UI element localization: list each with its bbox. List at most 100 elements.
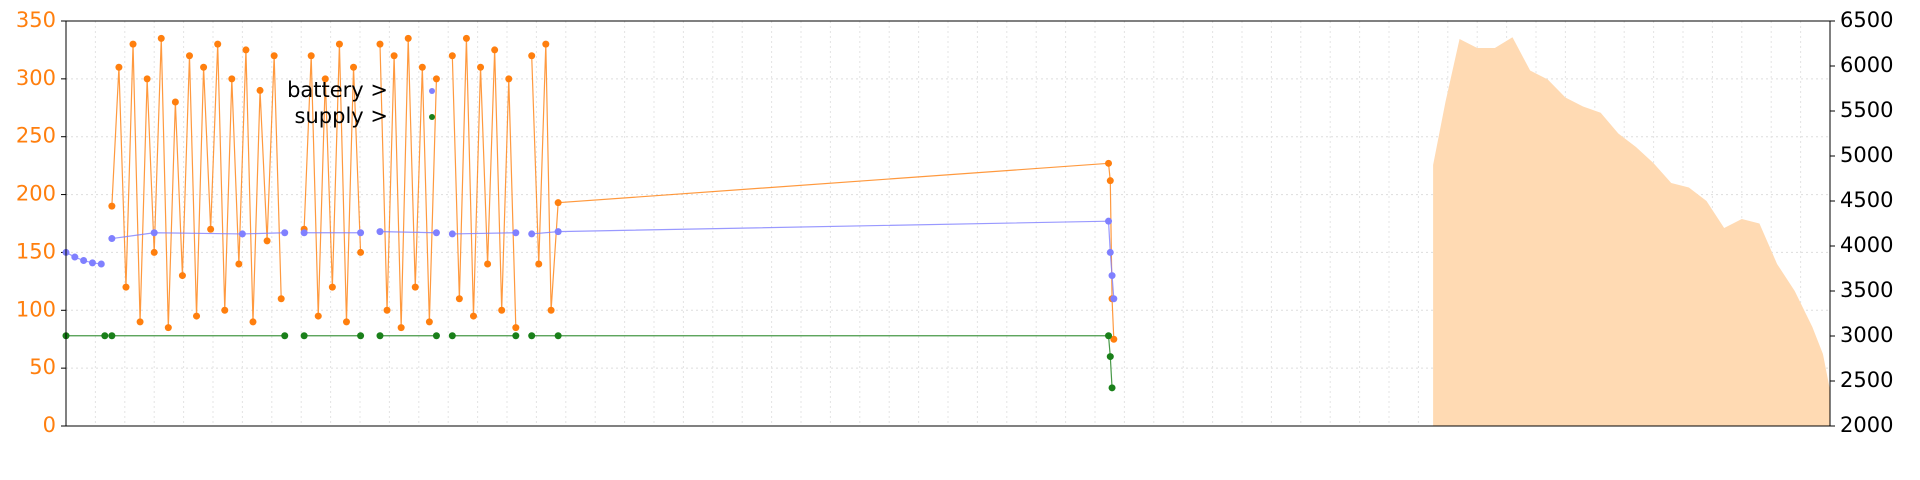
y-tick-label: 350 [16, 8, 56, 32]
point [277, 295, 285, 303]
point [80, 257, 88, 265]
point [462, 34, 470, 42]
point [281, 229, 289, 237]
point [498, 306, 506, 314]
point [528, 230, 536, 238]
point [350, 63, 358, 71]
point [1105, 159, 1113, 167]
y-tick-label: 250 [16, 124, 56, 148]
y2-tick-label: 4500 [1840, 188, 1893, 212]
point [281, 332, 289, 340]
point [136, 318, 144, 326]
series-line [111, 38, 1115, 340]
point [491, 46, 499, 54]
point [122, 283, 130, 291]
point [1108, 272, 1116, 280]
point [321, 75, 329, 83]
point [432, 229, 440, 237]
point [314, 312, 322, 320]
point [535, 260, 543, 268]
point [528, 332, 536, 340]
y2-tick-label: 6500 [1840, 8, 1893, 32]
point [307, 52, 315, 60]
y-tick-label: 50 [29, 355, 56, 379]
point [164, 324, 172, 332]
point [542, 40, 550, 48]
y-tick-label: 150 [16, 239, 56, 263]
point [448, 230, 456, 238]
point [505, 75, 513, 83]
point [425, 318, 433, 326]
point [328, 283, 336, 291]
point [1105, 332, 1113, 340]
point [1106, 177, 1114, 185]
point [115, 63, 123, 71]
point [1105, 217, 1113, 225]
point [512, 229, 520, 237]
point [1110, 335, 1118, 343]
point [228, 75, 236, 83]
point [129, 40, 137, 48]
point [448, 52, 456, 60]
point [143, 75, 151, 83]
y-tick-label: 100 [16, 297, 56, 321]
series-line [66, 335, 1113, 388]
point [484, 260, 492, 268]
point [207, 225, 215, 233]
y2-tick-label: 6000 [1840, 53, 1893, 77]
y2-tick-label: 5000 [1840, 143, 1893, 167]
y2-tick-label: 5500 [1840, 98, 1893, 122]
point [101, 332, 109, 340]
y-tick-label: 300 [16, 66, 56, 90]
point [108, 202, 116, 210]
point [376, 40, 384, 48]
point [200, 63, 208, 71]
point [390, 52, 398, 60]
point [300, 332, 308, 340]
point [448, 332, 456, 340]
point [178, 272, 186, 280]
point [221, 306, 229, 314]
point [357, 248, 365, 256]
point [554, 332, 562, 340]
point [300, 229, 308, 237]
point [554, 228, 562, 236]
point [477, 63, 485, 71]
point [235, 260, 243, 268]
point [376, 228, 384, 236]
point [1106, 248, 1114, 256]
y2-tick-label: 3000 [1840, 323, 1893, 347]
point [469, 312, 477, 320]
y-tick-label: 200 [16, 182, 56, 206]
point [185, 52, 193, 60]
point [528, 52, 536, 60]
point [256, 86, 264, 94]
point [554, 199, 562, 207]
y2-tick-label: 2500 [1840, 368, 1893, 392]
area [1433, 37, 1830, 426]
point [418, 63, 426, 71]
y2-tick-label: 2000 [1840, 413, 1893, 437]
y2-tick-label: 3500 [1840, 278, 1893, 302]
point [512, 332, 520, 340]
point [71, 253, 79, 261]
legend-label: supply > [295, 104, 388, 128]
point [249, 318, 257, 326]
legend-marker [429, 114, 435, 120]
point [335, 40, 343, 48]
point [238, 230, 246, 238]
point [397, 324, 405, 332]
y-tick-label: 0 [43, 413, 56, 437]
point [411, 283, 419, 291]
point [1106, 353, 1114, 361]
point [432, 332, 440, 340]
point [547, 306, 555, 314]
legend-marker [429, 88, 435, 94]
point [242, 46, 250, 54]
y2-tick-label: 4000 [1840, 233, 1893, 257]
legend-label: battery > [287, 78, 388, 102]
point [1110, 295, 1118, 303]
point [150, 248, 158, 256]
